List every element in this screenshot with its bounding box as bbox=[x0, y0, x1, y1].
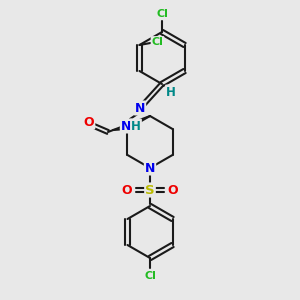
Text: Cl: Cl bbox=[156, 9, 168, 19]
Text: O: O bbox=[168, 184, 178, 196]
Text: N: N bbox=[145, 161, 155, 175]
Text: H: H bbox=[131, 119, 141, 133]
Text: S: S bbox=[145, 184, 155, 196]
Text: H: H bbox=[166, 85, 176, 98]
Text: N: N bbox=[135, 101, 145, 115]
Text: N: N bbox=[121, 119, 131, 133]
Text: Cl: Cl bbox=[152, 37, 164, 47]
Text: O: O bbox=[84, 116, 94, 128]
Text: Cl: Cl bbox=[144, 271, 156, 281]
Text: O: O bbox=[122, 184, 132, 196]
